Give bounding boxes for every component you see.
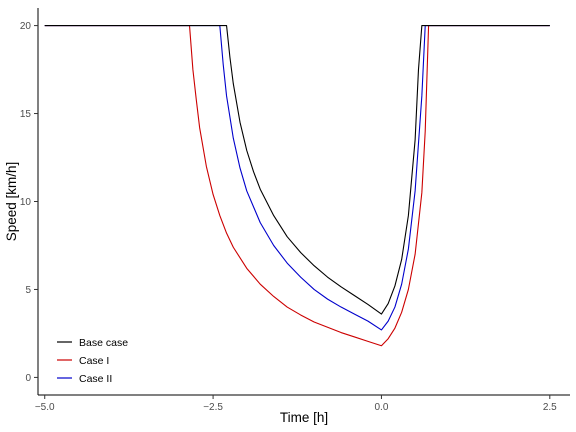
x-tick-label: 2.5 [543,402,557,413]
series-line-case-ii [44,25,550,331]
y-tick-label: 15 [20,109,32,120]
x-tick-label: −2.5 [203,402,223,413]
x-axis-title: Time [h] [280,410,328,425]
y-tick-label: 0 [25,373,31,384]
x-tick-label: 0.0 [374,402,388,413]
x-tick-label: −5.0 [35,402,55,413]
legend-label: Case I [79,355,109,367]
x-axis-ticks: −5.0 −2.5 0.0 2.5 [35,395,557,413]
y-axis-title: Speed [km/h] [4,162,19,242]
plot-lines [44,25,550,347]
y-tick-label: 10 [20,197,32,208]
series-line-base-case [44,25,550,315]
y-tick-label: 20 [20,21,32,32]
y-tick-label: 5 [25,285,31,296]
series-line-case-i [44,25,550,347]
legend: Base case Case I Case II [57,337,128,385]
legend-label: Base case [79,337,128,349]
legend-label: Case II [79,373,112,385]
y-axis-ticks: 0 5 10 15 20 [20,21,38,384]
